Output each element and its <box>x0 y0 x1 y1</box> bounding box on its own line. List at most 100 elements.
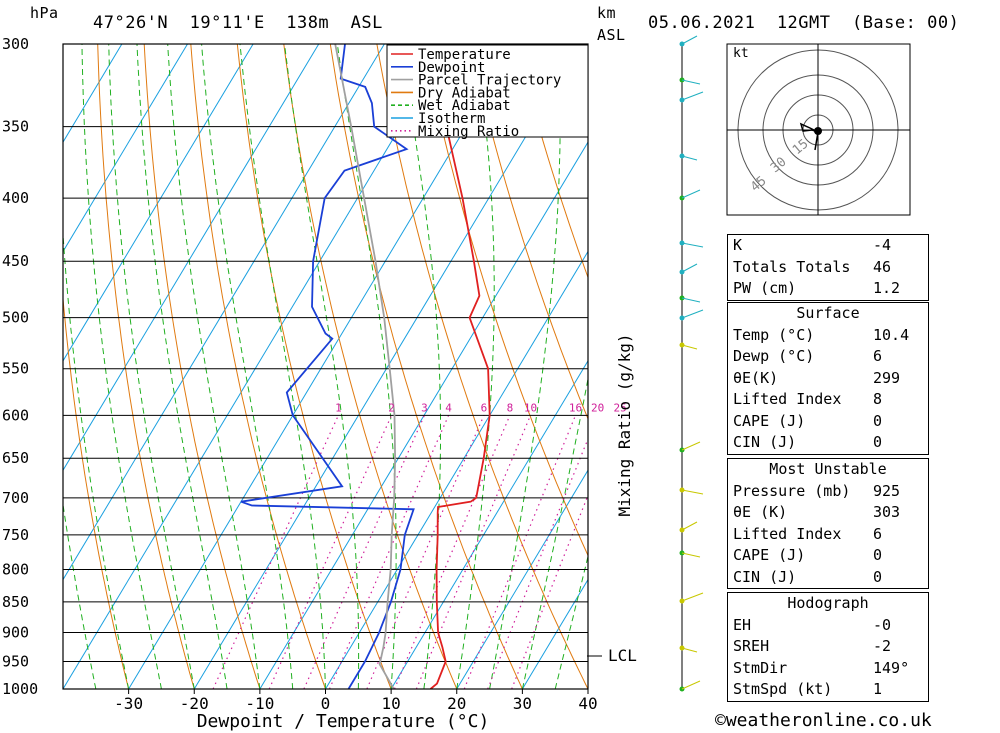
isotherm-line <box>63 44 254 362</box>
isotherm-line <box>325 250 588 689</box>
hodograph-row: SREH -2 <box>728 636 928 658</box>
index-key: PW (cm) <box>733 279 797 297</box>
mixing-ratio-label: 6 <box>481 401 488 414</box>
mixing-ratio-line <box>487 437 588 689</box>
wind-barb <box>681 91 704 101</box>
x-axis-label: Dewpoint / Temperature (°C) <box>197 711 490 732</box>
surface-value: 6 <box>873 347 883 365</box>
hodograph-unit: kt <box>733 46 749 61</box>
most-unstable-value: 925 <box>873 481 901 500</box>
most-unstable-row: CIN (J) 0 <box>728 567 928 589</box>
wind-barb <box>681 35 698 45</box>
surface-row: Lifted Index 8 <box>728 389 928 411</box>
wind-barb <box>681 680 701 690</box>
index-row: K -4 <box>728 235 928 257</box>
hodograph-title: Hodograph <box>787 594 869 612</box>
mixing-ratio-label: 25 <box>613 401 626 414</box>
legend-label: Dewpoint <box>418 60 485 76</box>
legend-box <box>386 44 589 138</box>
mixing-ratio-labels: 1 2 3 4 6 8 10 16 20 25 <box>335 401 627 414</box>
location-title: 47°26'N 19°11'E 138m ASL <box>93 13 383 33</box>
index-row: PW (cm) 1.2 <box>728 278 928 300</box>
isotherm-line <box>259 141 588 689</box>
wind-barb <box>681 489 704 495</box>
wet-adiabat-line <box>136 44 228 689</box>
most-unstable-value: 6 <box>873 524 883 543</box>
x-tick-label: -20 <box>180 694 209 713</box>
wind-barb <box>681 263 698 273</box>
hodograph-row: StmSpd (kt) 1 <box>728 679 928 701</box>
surface-row: Temp (°C) 10.4 <box>728 325 928 347</box>
wet-adiabat-line <box>81 44 162 689</box>
mixing-ratio-label: 16 <box>569 401 582 414</box>
wind-barb <box>681 647 698 653</box>
wet-adiabat-line <box>456 44 495 689</box>
surface-row: CAPE (J) 0 <box>728 411 928 433</box>
index-value: 1.2 <box>873 279 901 297</box>
isotherm-line <box>521 578 588 689</box>
mixing-ratio-label: 4 <box>445 401 452 414</box>
mixing-ratio-line <box>511 493 588 689</box>
index-value: 46 <box>873 257 892 276</box>
pressure-tick-label: 1000 <box>2 680 38 698</box>
hodograph-key: StmDir <box>733 658 788 677</box>
isotherm-line <box>128 44 517 689</box>
most-unstable-row: Lifted Index 6 <box>728 524 928 546</box>
indices-panel-top: K -4 Totals Totals 46 PW (cm) 1.2 <box>727 234 929 301</box>
most-unstable-key: CIN (J) <box>733 567 797 586</box>
mixing-ratio-line <box>328 415 450 689</box>
x-tick-label: 40 <box>578 694 597 713</box>
most-unstable-value: 0 <box>873 567 883 586</box>
most-unstable-key: Pressure (mb) <box>733 481 851 500</box>
hodograph-value: -2 <box>873 637 892 655</box>
legend-label: Dry Adiabat <box>418 85 511 101</box>
x-tick-label: 0 <box>321 694 331 713</box>
hodograph-value: 149° <box>873 658 910 677</box>
profile-lines <box>240 44 491 689</box>
x-tick-label: -30 <box>114 694 143 713</box>
mixing-ratio-label: 8 <box>507 401 514 414</box>
lcl-label: LCL <box>608 646 637 665</box>
mixing-ratio-lines <box>212 415 588 689</box>
mixing-ratio-line <box>366 415 485 689</box>
isotherm-line <box>63 44 188 253</box>
surface-value: 8 <box>873 390 883 408</box>
surface-panel: Surface Temp (°C) 10.4 Dewp (°C) 6 θE(K) 299 L… <box>727 302 929 455</box>
most-unstable-panel: Most Unstable Pressure (mb) 925 θE (K) 303 L… <box>727 458 929 589</box>
pressure-tick-label: 500 <box>2 309 29 327</box>
isotherm-line <box>456 469 588 689</box>
y-axis-ticks: 300 350 400 450 500 550 600 650 700 750 800 850 900 9… <box>2 35 38 698</box>
most-unstable-key: θE (K) <box>733 503 788 521</box>
most-unstable-row: Pressure (mb) 925 <box>728 481 928 503</box>
mixing-ratio-label: 1 <box>335 401 342 414</box>
wind-barb <box>681 521 698 531</box>
surface-row: Dewp (°C) 6 <box>728 346 928 368</box>
dry-adiabat-line <box>935 44 1000 689</box>
wind-barb <box>681 297 701 303</box>
legend-label: Temperature <box>418 47 511 63</box>
most-unstable-key: Lifted Index <box>733 524 842 543</box>
pressure-unit-label: hPa <box>30 4 59 22</box>
datetime-title: 05.06.2021 12GMT (Base: 00) <box>648 13 960 33</box>
pressure-tick-label: 300 <box>2 35 29 53</box>
hodograph-row: StmDir 149° <box>728 658 928 680</box>
wind-barb <box>681 552 701 558</box>
hodograph-value: 1 <box>873 680 883 698</box>
hodograph-value: -0 <box>873 615 892 634</box>
mixing-ratio-label: 20 <box>591 401 604 414</box>
pressure-tick-label: 800 <box>2 560 29 578</box>
dry-adiabat-line <box>97 44 195 689</box>
index-value: -4 <box>873 236 892 254</box>
mixing-ratio-line <box>212 415 339 689</box>
mixing-ratio-line <box>415 415 532 689</box>
hodograph-key: SREH <box>733 637 770 655</box>
pressure-tick-label: 550 <box>2 360 29 378</box>
height-unit-asl: ASL <box>597 26 626 44</box>
pressure-tick-label: 700 <box>2 489 29 507</box>
surface-key: θE(K) <box>733 368 779 387</box>
surface-row: θE(K) 299 <box>728 368 928 390</box>
surface-key: CIN (J) <box>733 433 797 451</box>
isotherm-line <box>63 44 451 689</box>
isobar-lines <box>63 43 588 690</box>
surface-key: Lifted Index <box>733 390 842 408</box>
